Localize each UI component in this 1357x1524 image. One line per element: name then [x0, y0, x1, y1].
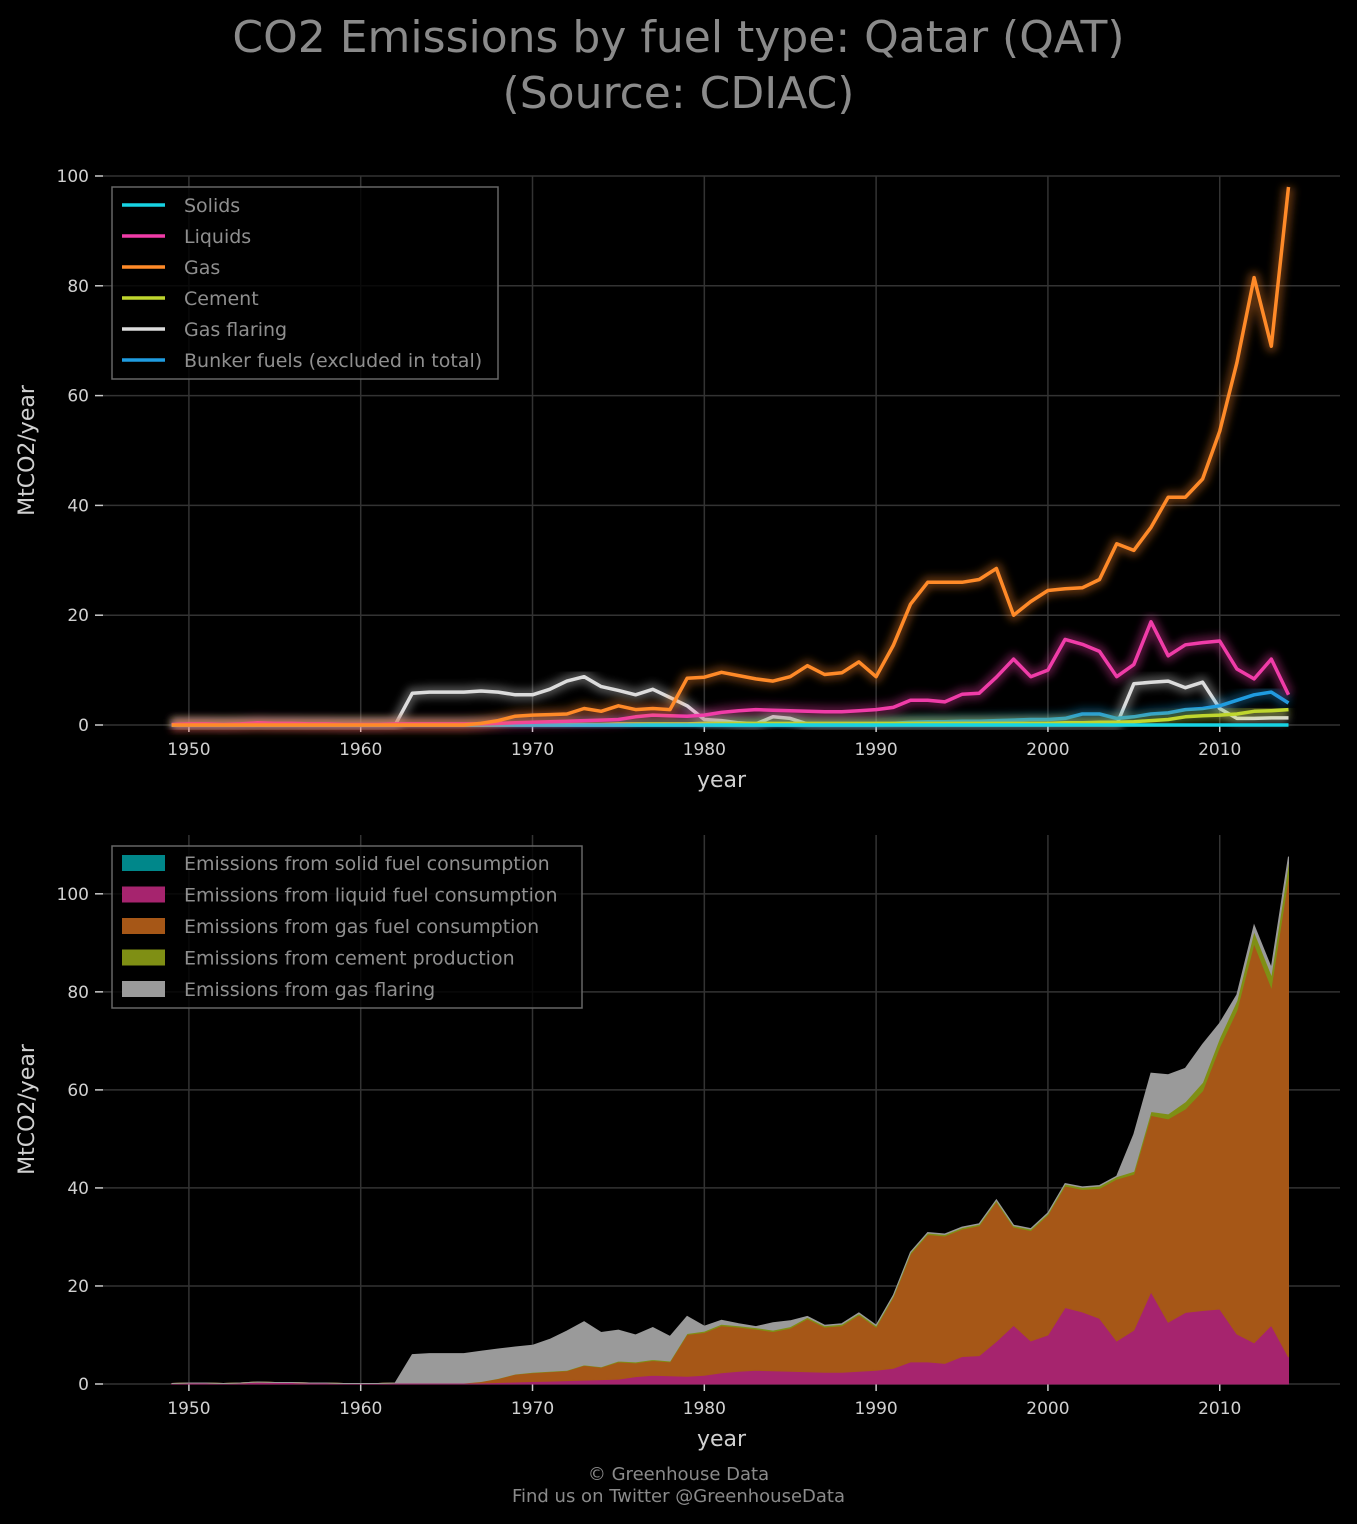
line-chart-x-tick-label: 2010: [1198, 740, 1241, 760]
line-chart-legend-box: [111, 186, 499, 380]
area-chart-x-tick-label: 2000: [1026, 1399, 1069, 1419]
area-chart-x-tick: 2000: [1026, 1384, 1070, 1419]
legend-item-emissions-from-gas-flaring: Emissions from gas flaring: [122, 979, 435, 1001]
legend-item-emissions-from-liquid-fuel-consumption: Emissions from liquid fuel consumption: [122, 885, 558, 907]
line-chart-x-tick-label: 1990: [854, 740, 897, 760]
legend-label: Emissions from gas fuel consumption: [184, 916, 539, 938]
area-chart-x-tick-label: 1970: [511, 1399, 554, 1419]
line-chart-y-tick: 20: [67, 606, 103, 626]
line-chart-x-axis-label: year: [697, 768, 747, 793]
area-chart-y-tick-label: 20: [67, 1277, 89, 1297]
legend-swatch: [122, 981, 165, 997]
legend-item-solids: Solids: [122, 195, 240, 217]
legend-item-emissions-from-solid-fuel-consumption: Emissions from solid fuel consumption: [122, 853, 550, 875]
line-series-gas: [171, 186, 1295, 731]
line-chart-y-axis-label: MtCO2/year: [15, 384, 40, 516]
legend-swatch: [122, 886, 165, 903]
line-chart-y-tick-label: 100: [57, 167, 89, 187]
line-chart-y-tick: 60: [67, 387, 103, 407]
area-chart-x-tick-label: 1960: [339, 1399, 382, 1419]
area-chart-x-tick: 1970: [511, 1384, 554, 1419]
legend-swatch: [122, 949, 165, 966]
legend-label: Liquids: [184, 226, 251, 248]
legend-item-bunker-fuels-excluded-in-total: Bunker fuels (excluded in total): [122, 350, 482, 372]
line-chart-x-tick-label: 1970: [511, 740, 554, 760]
line-chart-x-tick-label: 1960: [339, 740, 382, 760]
area-series-emissions-from-gas-flaring: [171, 856, 1289, 1385]
chart-title-line2: (Source: CDIAC): [502, 68, 855, 119]
area-chart-y-axis-label: MtCO2/year: [15, 1043, 40, 1175]
area-chart-x-tick: 1980: [683, 1384, 726, 1419]
legend-swatch: [122, 855, 165, 871]
legend-item-cement: Cement: [122, 288, 259, 310]
area-chart-x-tick: 1960: [339, 1384, 382, 1419]
legend-label: Bunker fuels (excluded in total): [184, 350, 482, 372]
area-chart-y-tick: 20: [67, 1277, 103, 1297]
line-chart-y-tick-label: 20: [67, 606, 89, 626]
area-chart-x-tick: 1990: [854, 1384, 898, 1419]
legend-label: Cement: [184, 288, 259, 310]
area-chart-x-axis-label: year: [697, 1427, 747, 1452]
area-chart-y-tick-label: 100: [57, 885, 89, 905]
area-chart-y-tick: 100: [57, 885, 103, 905]
area-chart-x-tick-label: 1980: [683, 1399, 726, 1419]
area-chart-x-tick-label: 1990: [854, 1399, 897, 1419]
legend-item-emissions-from-cement-production: Emissions from cement production: [122, 948, 515, 970]
line-chart-legend: Solids Liquids Gas Cement Gas flaring Bunker …: [111, 186, 499, 380]
stacked-area-chart: 1950 1960 1970 1980 1990 2000 2010 0 20 40 60 80 100…: [15, 835, 1340, 1452]
area-chart-y-tick-label: 0: [78, 1375, 89, 1395]
line-chart-y-tick-label: 60: [67, 387, 89, 407]
line-series-path: [171, 186, 1291, 727]
area-chart-x-tick: 2010: [1198, 1384, 1241, 1419]
area-chart-y-tick-label: 60: [67, 1081, 89, 1101]
line-chart-y-tick-label: 80: [67, 277, 89, 297]
legend-swatch: [122, 918, 165, 934]
legend-label: Gas: [184, 257, 220, 279]
area-chart-legend: Emissions from solid fuel consumption Emi…: [111, 845, 583, 1009]
footer-copyright: © Greenhouse Data: [587, 1464, 770, 1485]
area-chart-y-tick-label: 40: [67, 1179, 89, 1199]
area-chart-y-tick: 60: [67, 1081, 103, 1101]
legend-item-liquids: Liquids: [122, 226, 251, 248]
line-chart-y-tick: 0: [78, 716, 103, 736]
line-chart-y-tick-label: 0: [78, 716, 89, 736]
chart-title: CO2 Emissions by fuel type: Qatar (QAT) …: [0, 10, 1357, 122]
area-chart-y-tick: 40: [67, 1179, 103, 1199]
legend-label: Emissions from liquid fuel consumption: [184, 885, 558, 907]
line-chart-x-tick-label: 1950: [167, 740, 210, 760]
area-chart-x-tick-label: 1950: [167, 1399, 210, 1419]
legend-label: Gas flaring: [184, 319, 287, 341]
line-chart-y-tick: 100: [57, 167, 103, 187]
line-chart-y-tick: 40: [67, 496, 103, 516]
area-chart-legend-box: [111, 845, 583, 1009]
footer: © Greenhouse Data Find us on Twitter @Gr…: [0, 1464, 1357, 1508]
legend-item-emissions-from-gas-fuel-consumption: Emissions from gas fuel consumption: [122, 916, 539, 938]
chart-title-line1: CO2 Emissions by fuel type: Qatar (QAT): [232, 12, 1125, 63]
line-chart-x-tick-label: 1980: [683, 740, 726, 760]
area-chart-x-tick: 1950: [167, 1384, 211, 1419]
legend-label: Emissions from solid fuel consumption: [184, 853, 550, 875]
legend-label: Emissions from cement production: [184, 948, 515, 970]
line-chart: 1950 1960 1970 1980 1990 2000 2010 0 20 40 60 80 100…: [15, 167, 1340, 793]
line-chart-x-tick-label: 2000: [1026, 740, 1069, 760]
legend-label: Emissions from gas flaring: [184, 979, 435, 1001]
footer-twitter: Find us on Twitter @GreenhouseData: [511, 1486, 846, 1507]
line-chart-y-tick: 80: [67, 277, 103, 297]
area-chart-y-tick-label: 80: [67, 983, 89, 1003]
area-chart-y-tick: 80: [67, 983, 103, 1003]
area-chart-y-tick: 0: [78, 1375, 103, 1395]
legend-label: Solids: [184, 195, 240, 217]
line-chart-y-tick-label: 40: [67, 496, 89, 516]
area-chart-x-tick-label: 2010: [1198, 1399, 1241, 1419]
legend-item-gas: Gas: [122, 257, 220, 279]
legend-item-gas-flaring: Gas flaring: [122, 319, 287, 341]
